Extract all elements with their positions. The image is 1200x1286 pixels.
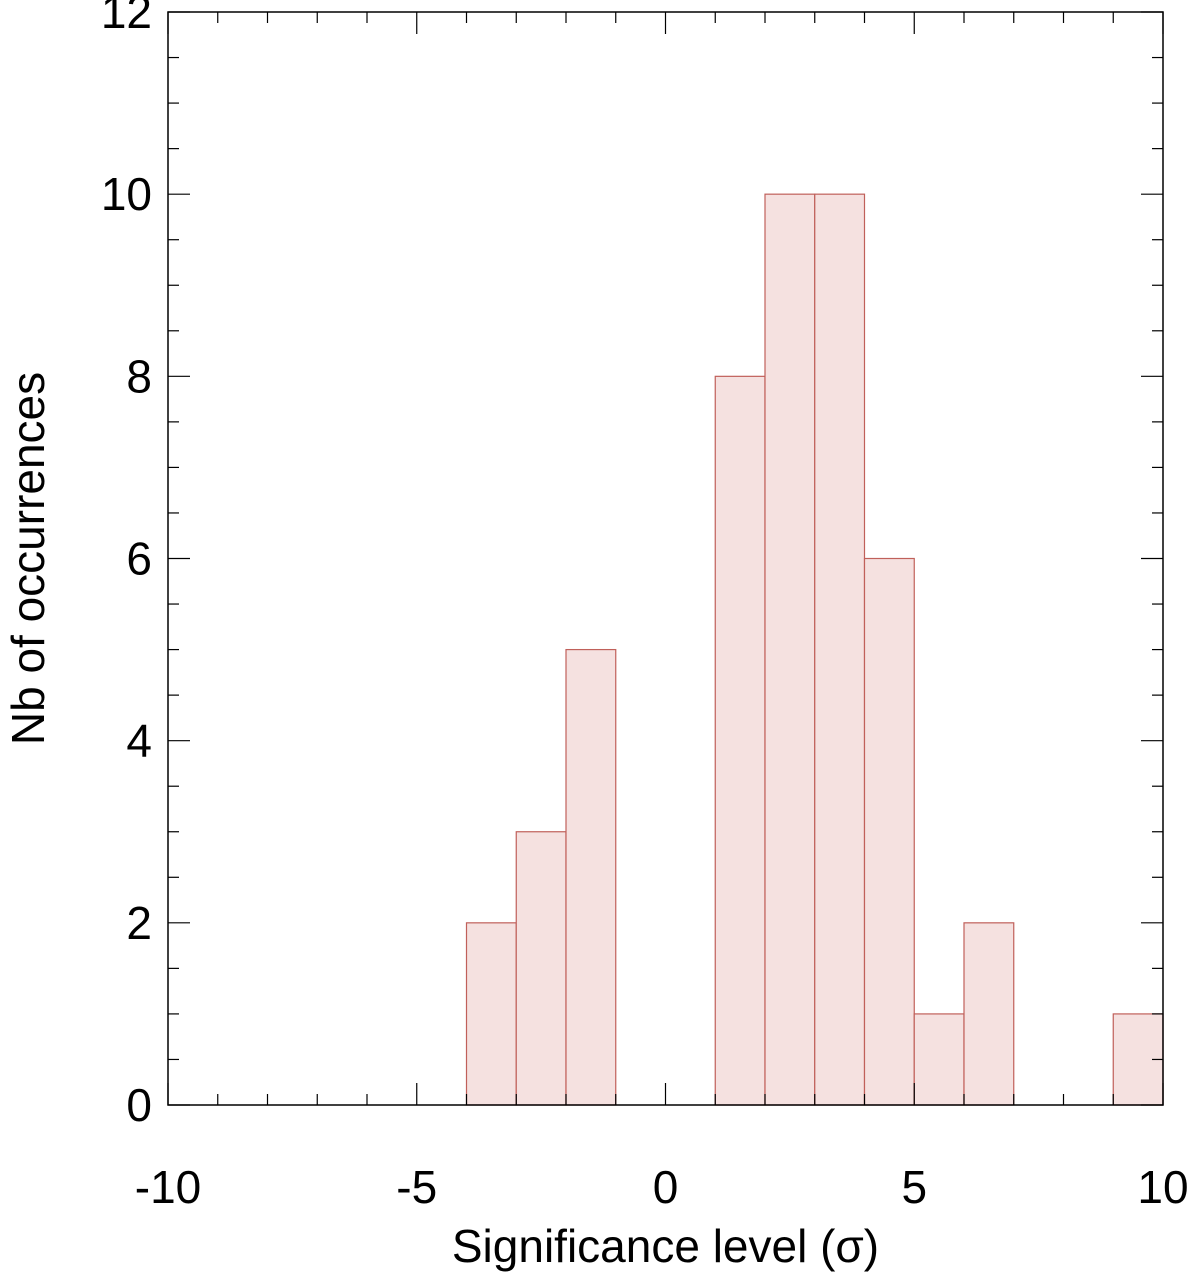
y-tick-label: 6 [126,533,152,585]
y-tick-labels: 0 2 4 6 8 10 12 [101,0,152,1131]
y-tick-label: 12 [101,0,152,38]
histogram-bar [465,922,517,1106]
x-tick-label: 10 [1137,1161,1188,1213]
y-tick-label: 4 [126,715,152,767]
x-tick-labels: -10 -5 0 5 10 [135,1161,1189,1213]
histogram-bar [565,648,617,1106]
x-tick-label: -5 [396,1161,437,1213]
histogram-bar [814,193,866,1106]
plot-frame [167,11,1164,1106]
histogram-bar [714,375,766,1106]
y-axis-title: Nb of occurrences [2,372,54,745]
y-tick-label: 10 [101,168,152,220]
bars-group [465,193,1164,1106]
x-tick-label: 5 [901,1161,927,1213]
histogram-bar [764,193,816,1106]
y-tick-label: 2 [126,897,152,949]
y-tick-label: 0 [126,1079,152,1131]
y-tick-label: 8 [126,350,152,402]
histogram-bar [913,1013,965,1106]
x-tick-label: -10 [135,1161,201,1213]
histogram-bar [863,557,915,1106]
histogram-bar [515,831,567,1106]
x-tick-label: 0 [653,1161,679,1213]
x-axis-title: Significance level (σ) [452,1220,879,1272]
histogram-bar [963,922,1015,1106]
